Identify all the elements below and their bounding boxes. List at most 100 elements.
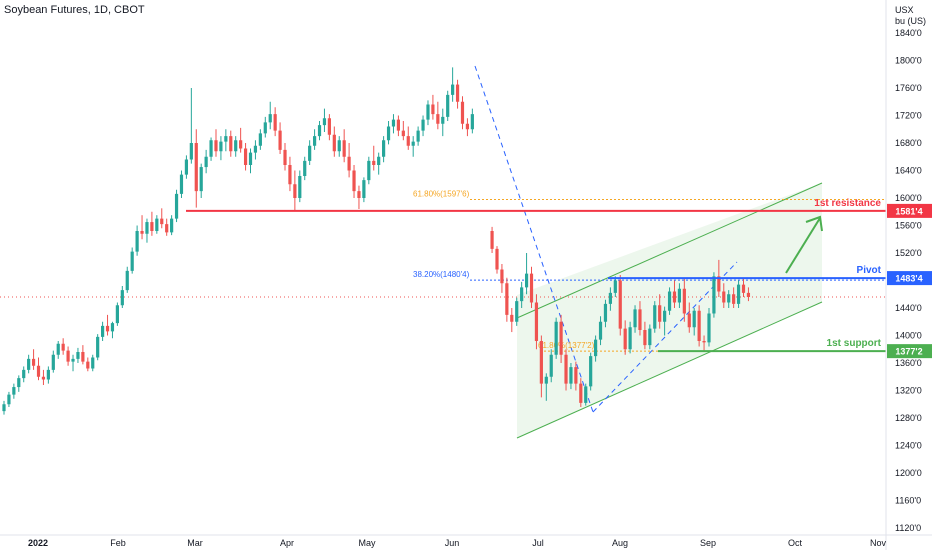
y-tick-label: 1560'0 (895, 221, 922, 231)
candle-body (544, 376, 548, 384)
candle-body (209, 140, 213, 157)
candle-body (199, 167, 203, 192)
candle-body (125, 270, 129, 291)
candle-body (520, 287, 524, 302)
x-tick-label: Jun (445, 538, 460, 548)
projection-arrow-line (785, 217, 821, 274)
candle-body (130, 251, 134, 271)
candle-body (253, 145, 258, 153)
candle-body (174, 193, 179, 219)
candle-body (101, 325, 105, 337)
candle-body (436, 114, 440, 124)
candle-body (308, 145, 312, 161)
candle-body (500, 269, 504, 284)
channel-upper-line (516, 182, 823, 319)
candle-body (426, 104, 430, 120)
candle-body (672, 291, 677, 303)
candle-body (515, 301, 519, 322)
candle-body (120, 290, 124, 306)
candle-body (746, 292, 751, 297)
candle-body (451, 84, 455, 95)
candle-body (248, 152, 253, 165)
candle-body (81, 352, 85, 362)
candle-body (386, 126, 391, 141)
candle-body (594, 339, 598, 357)
pivot-price-badge (887, 271, 932, 286)
x-tick-label: Feb (110, 538, 126, 548)
candle-body (367, 160, 371, 181)
candle-body (421, 119, 425, 131)
candle-body (155, 218, 159, 231)
candle-body (707, 313, 711, 343)
candle-body (598, 321, 603, 340)
candle-body (618, 280, 622, 329)
candle-body (534, 302, 539, 341)
candle-body (505, 283, 509, 315)
candle-body (194, 143, 198, 192)
candle-body (554, 321, 558, 355)
pivot-label: Pivot (857, 265, 882, 276)
candle-body (214, 140, 218, 152)
candle-body (579, 383, 583, 403)
axis-unit-sub: bu (US) (895, 16, 926, 26)
candle-body (687, 313, 691, 328)
candle-body (61, 343, 65, 351)
candle-body (179, 174, 184, 194)
x-tick-label: Jul (532, 538, 544, 548)
y-tick-label: 1160'0 (895, 496, 921, 506)
candle-body (347, 156, 351, 171)
x-tick-label: Apr (280, 538, 294, 548)
y-tick-label: 1400'0 (895, 331, 922, 341)
candle-body (46, 369, 50, 380)
candle-body (22, 369, 26, 379)
candle-body (332, 134, 336, 152)
candle-body (110, 323, 115, 332)
candle-body (234, 140, 238, 152)
candle-body (243, 148, 248, 165)
candle-body (36, 365, 41, 377)
candle-body (357, 191, 361, 198)
candle-body (165, 224, 169, 233)
candle-body (677, 288, 682, 303)
candle-body (524, 273, 529, 288)
candle-body (7, 394, 11, 405)
candle-body (732, 294, 736, 304)
axis-unit: USX (895, 5, 914, 15)
candle-body (27, 358, 31, 370)
candle-body (633, 309, 637, 328)
candle-body (56, 343, 60, 355)
candle-body (145, 222, 149, 234)
y-tick-label: 1200'0 (895, 468, 922, 478)
candle-body (465, 123, 470, 130)
y-tick-label: 1240'0 (895, 441, 922, 451)
candle-body (648, 328, 652, 346)
support-price-badge-text: 1377'2 (895, 347, 922, 357)
y-tick-label: 1800'0 (895, 56, 922, 66)
candle-body (391, 119, 396, 127)
candle-body (41, 376, 46, 380)
candle-body (342, 140, 346, 157)
candle-body (589, 356, 593, 387)
x-tick-label: 2022 (28, 538, 48, 548)
time-axis[interactable]: 2022 Feb Mar Apr May Jun Jul Aug Sep Oct Nov (0, 534, 932, 548)
candle-body (658, 305, 662, 322)
candle-body (490, 231, 494, 249)
candle-body (460, 101, 465, 124)
candle-body (559, 321, 563, 355)
candle-body (96, 336, 100, 358)
candle-body (91, 357, 95, 369)
y-tick-label: 1360'0 (895, 358, 922, 368)
y-tick-label: 1520'0 (895, 248, 922, 258)
candle-body (692, 310, 696, 328)
candle-body (352, 170, 356, 192)
candle-body (416, 130, 420, 142)
candle-body (2, 404, 6, 412)
candle-body (613, 280, 617, 293)
candle-body (135, 231, 139, 252)
candle-body (406, 136, 410, 146)
pivot-price-badge-text: 1483'4 (895, 274, 922, 284)
plot-area: 61.80%(1597'6) 38.20%(1480'4) 61.80%(1377'… (0, 65, 886, 439)
resistance-price-badge (887, 203, 932, 218)
